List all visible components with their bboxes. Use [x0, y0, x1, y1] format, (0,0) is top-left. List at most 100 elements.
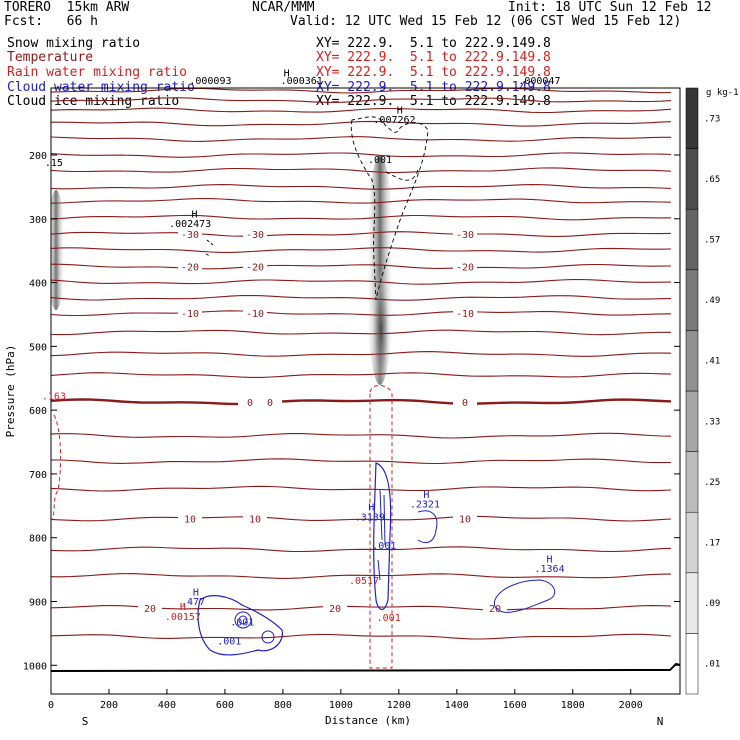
isotherm-label: 10 [249, 515, 261, 526]
cloud-ice-contour-inner [385, 169, 419, 181]
isotherm-line [51, 97, 672, 103]
isotherm-line [51, 214, 672, 221]
y-tick-label: 500 [29, 342, 47, 353]
colorbar-segment [685, 330, 699, 392]
isotherm-line [51, 263, 672, 270]
colorbar-segment [685, 451, 699, 513]
contour-value-label: .2321 [410, 500, 440, 511]
x-tick-label: 200 [100, 700, 118, 711]
isotherm-label: -20 [246, 263, 264, 274]
rain-contour-west [51, 414, 62, 521]
colorbar-segment [685, 269, 699, 331]
y-tick-label: 300 [29, 215, 47, 226]
colorbar-segment [685, 633, 699, 695]
isotherm-label-bg [178, 260, 202, 273]
isotherm-line [51, 372, 672, 378]
isotherm-label: 20 [489, 604, 501, 615]
isotherm-label-bg [453, 228, 477, 241]
x-axis: 0 200 400 600 800 1000 1200 1400 1600 1800 2000 [48, 689, 643, 711]
isotherm-label-bg [238, 395, 262, 408]
colorbar-tick-label: .25 [704, 478, 720, 488]
isotherm-line [51, 485, 672, 492]
isotherm-label: -30 [456, 230, 474, 241]
contour-value-label: .477 [181, 597, 205, 608]
isotherm-label-bg [243, 307, 267, 320]
isotherm-line [51, 310, 672, 317]
y-tick-label: 600 [29, 406, 47, 417]
isotherm-label: 20 [329, 604, 341, 615]
isotherm-line [51, 294, 672, 301]
contour-value-label: H [180, 602, 186, 613]
isotherm-label-bg [243, 260, 267, 273]
isotherm-line [51, 197, 672, 204]
colorbar-segment [685, 148, 699, 210]
x-tick-label: 1200 [387, 700, 411, 711]
isotherm-label-bg [138, 601, 162, 614]
south-end-label: S [82, 715, 89, 728]
north-end-label: N [657, 715, 664, 728]
cloud-water-contour-south-core-2 [238, 615, 248, 625]
colorbar-tick-label: .09 [704, 599, 720, 609]
legend-snow: Snow mixing ratio [7, 36, 141, 51]
org-title: NCAR/MMM [252, 0, 315, 15]
colorbar: .01 .09 .17 .25 .33 .41 .49 .57 .65 .73 [685, 87, 720, 695]
isotherm-label: 10 [184, 515, 196, 526]
x-tick-label: 0 [48, 700, 54, 711]
contour-value-label: .001 [217, 637, 241, 648]
y-tick-label: 400 [29, 279, 47, 290]
y-axis-title: Pressure (hPa) [4, 345, 17, 438]
isotherm-label-bg [323, 601, 347, 614]
forecast-hour: Fcst: 66 h [4, 14, 98, 29]
isotherm-label-bg [258, 395, 282, 408]
contour-value-label: .163 [42, 392, 66, 403]
colorbar-unit: g kg-1 [706, 88, 739, 98]
contour-value-label: .001 [377, 613, 401, 624]
isotherm-line [51, 152, 672, 158]
isotherm-label: -10 [181, 309, 199, 320]
isotherm-line [51, 184, 672, 190]
isotherm-line [51, 546, 672, 553]
x-tick-label: 1400 [445, 700, 469, 711]
contour-value-label: .007262 [373, 115, 415, 126]
isotherm-line [51, 515, 672, 522]
isotherm-label: 0 [247, 398, 253, 409]
model-title: TORERO 15km ARW [4, 0, 130, 15]
isotherm-label-bg [453, 307, 477, 320]
isotherm-label: 20 [144, 604, 156, 615]
contour-value-label: .002473 [169, 219, 211, 230]
legend-rain: Rain water mixing ratio [7, 65, 188, 80]
colorbar-tick-label: .01 [704, 660, 720, 670]
contour-value-label: H [423, 490, 429, 501]
isotherm-line [51, 120, 672, 127]
isotherm-label: -10 [246, 309, 264, 320]
legend-temperature: Temperature [7, 50, 94, 65]
colorbar-tick-label: .33 [704, 417, 720, 427]
isotherm-label: 0 [462, 398, 468, 409]
legend-xy-rain: XY= 222.9. 5.1 to 222.9.149.8 [316, 65, 551, 80]
contour-value-label: .3139 [355, 512, 385, 523]
y-tick-label: 900 [29, 598, 47, 609]
contour-value-label: .001 [368, 155, 392, 166]
contour-value-label: .000047 [518, 76, 560, 87]
isotherm-label: -30 [246, 230, 264, 241]
contour-value-label: H [547, 554, 553, 565]
x-tick-label: 400 [158, 700, 176, 711]
x-tick-label: 2000 [619, 700, 643, 711]
contour-value-label: .00157 [165, 612, 201, 623]
cloud-water-contour-central-inner [377, 489, 386, 581]
x-tick-label: 1000 [329, 700, 353, 711]
colorbar-segment [685, 208, 699, 271]
isotherm-label: -30 [181, 230, 199, 241]
isotherm-line [51, 167, 672, 174]
isotherm-line [51, 88, 672, 94]
isotherm-line [51, 247, 672, 253]
isotherm-label: -10 [456, 309, 474, 320]
isotherm-line [51, 432, 672, 439]
terrain-line [50, 662, 681, 672]
isotherm-line [51, 231, 672, 237]
contour-value-label: H [193, 588, 199, 599]
cloud-ice-contour-west [205, 239, 214, 257]
contour-value-label: .000361 [281, 76, 323, 87]
valid-time: Valid: 12 UTC Wed 15 Feb 12 (06 CST Wed … [290, 14, 682, 29]
